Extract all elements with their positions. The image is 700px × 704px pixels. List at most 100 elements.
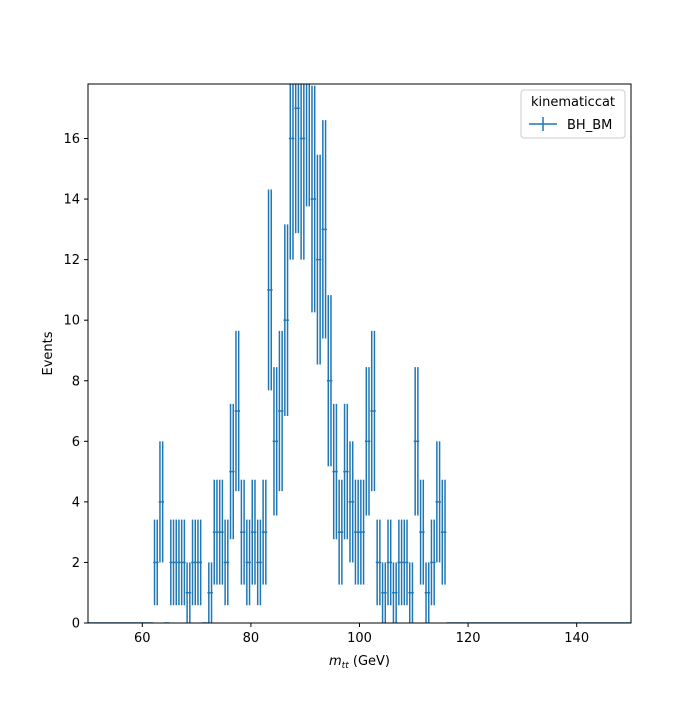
x-axis-label-unit: (GeV) [349,654,390,669]
histogram-bin [264,479,268,585]
histogram-bin [291,84,295,260]
legend-title: kinematiccat [531,95,615,110]
histogram-bin [223,519,227,606]
histogram-bin [435,441,439,563]
histogram-bin [188,562,192,623]
histogram-bin [210,562,213,623]
histogram-bin [278,330,281,492]
legend-entry-BH_BM: BH_BM [567,118,612,133]
histogram-bin [383,562,387,623]
histogram-bin [302,84,306,260]
histogram-bin [419,479,422,585]
histogram-bin [174,519,178,606]
legend-marker-BH_BM [529,117,557,131]
y-tick-label: 0 [72,617,80,632]
histogram-bin [207,562,211,623]
x-axis-label-subscript: tt [342,661,350,671]
histogram-bin [343,403,346,540]
histogram-bin [215,479,219,585]
histogram-bin [356,479,360,585]
histogram-bin [308,84,311,207]
y-tick-label: 16 [63,132,80,147]
histogram-bin [242,479,246,585]
histogram-bin [316,154,319,365]
histogram-bin [259,519,262,606]
histogram-bin [411,562,414,623]
x-tick-label: 140 [564,631,589,646]
histogram-bin [340,479,344,585]
histogram-bin [250,479,254,585]
histogram-bin [326,295,330,467]
histogram-bin [359,479,363,585]
histogram-bin [280,330,284,492]
y-tick-label: 8 [72,374,80,389]
x-tick-label: 80 [243,631,260,646]
histogram-bin [180,519,184,606]
histogram-bin [305,84,308,207]
histogram-bin [294,84,298,234]
plot-area [88,84,631,623]
x-tick-label: 100 [347,631,372,646]
histogram-bin [438,441,441,563]
histogram-bin [364,367,368,516]
histogram-bin [286,224,289,416]
histogram-bin [370,330,374,492]
legend: kinematiccat BH_BM [520,89,626,139]
legend-box [520,89,626,139]
histogram-bin [389,519,393,606]
histogram-bin [367,367,371,516]
histogram-bin [245,519,249,606]
histogram-bin [332,403,336,540]
histogram-bin [440,479,444,585]
histogram-bin [267,189,270,391]
histogram-bin [153,519,156,606]
histogram-bin [185,562,189,623]
histogram-bin [193,519,197,606]
histogram-bin [430,519,433,606]
histogram-bin [416,367,420,516]
histogram-bin [283,224,287,416]
y-axis-label: Events [41,331,56,375]
histogram-bin [226,519,230,606]
histogram-bin [321,120,325,339]
histogram-bin [375,519,379,606]
histogram-bin [212,479,216,585]
y-tick-label: 12 [63,253,80,268]
histogram-bin [394,562,398,623]
y-axis: 0 2 4 6 8 10 12 14 16 [63,132,88,632]
histogram-bin [337,479,341,585]
histogram-bin [432,519,436,606]
histogram-bin [421,479,425,585]
histogram-bin [378,519,382,606]
histogram-bin [351,441,355,563]
histogram-bin [427,562,431,623]
y-tick-label: 2 [72,556,80,571]
histogram-bin [443,479,447,585]
histogram-bin [177,519,181,606]
histogram-bin [191,519,194,606]
x-axis: 60 80 100 120 140 [134,623,589,646]
histogram-bin [313,85,317,313]
histogram-bin [354,479,357,585]
histogram-bin [196,519,200,606]
histogram-bin [256,519,260,606]
histogram-bin [172,519,175,606]
histogram-bin [400,519,403,606]
histogram-bin [237,330,241,492]
histogram-bin [261,479,265,585]
y-tick-label: 4 [72,495,80,510]
x-axis-label: mtt (GeV) [329,654,390,671]
histogram-bin [288,84,292,260]
histogram-bin [161,441,165,563]
histogram-bin [248,519,251,606]
histogram-bin [240,479,243,585]
histogram-bin [318,154,322,365]
histogram-bin [392,562,395,623]
x-tick-label: 120 [456,631,481,646]
y-tick-label: 14 [63,193,80,208]
histogram-bin [231,403,235,540]
histogram-bin [229,403,232,540]
histogram-bin [362,479,365,585]
histogram-bin [183,519,186,606]
